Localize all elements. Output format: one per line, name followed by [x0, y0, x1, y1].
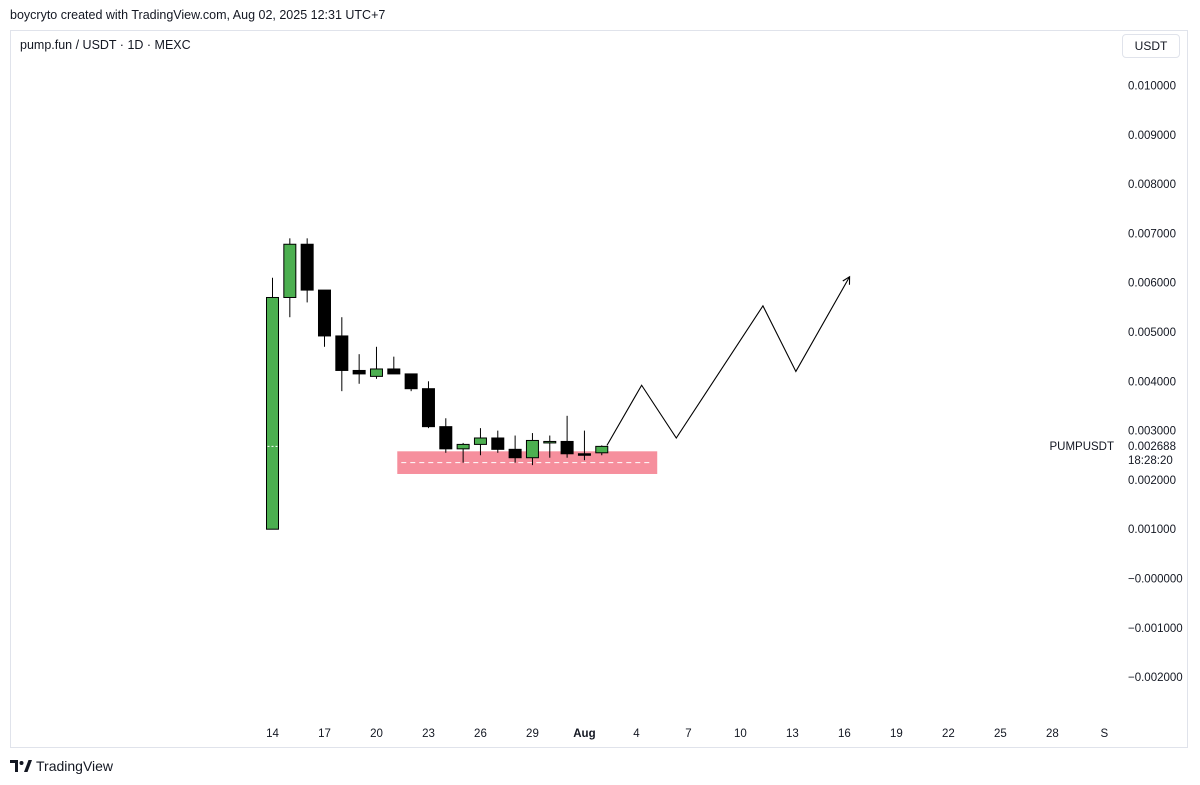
last-price-symbol-label: PUMPUSDT	[1049, 441, 1114, 453]
tradingview-logo-icon	[10, 760, 32, 772]
y-axis-tick-label: 0.003000	[1128, 426, 1176, 438]
symbol-title: pump.fun / USDT · 1D · MEXC	[20, 38, 191, 52]
y-axis-tick-label: 0.001000	[1128, 524, 1176, 536]
y-axis-tick-label: 0.005000	[1128, 327, 1176, 339]
candle-body-14	[491, 437, 505, 450]
x-axis-tick-label: 16	[838, 728, 851, 740]
projection-path	[606, 276, 851, 446]
x-axis-tick-label: S	[1101, 728, 1109, 740]
candle-body-10	[421, 388, 435, 428]
x-axis-tick-label: 7	[685, 728, 691, 740]
tradingview-branding: TradingView	[10, 758, 113, 774]
candle-body-3	[300, 243, 314, 291]
candle-body-7	[369, 368, 383, 377]
support-zone	[397, 451, 658, 474]
x-axis-tick-label: 17	[318, 728, 331, 740]
x-axis-tick-label: 23	[422, 728, 435, 740]
candle-body-16	[525, 439, 539, 459]
x-axis-tick-label: 13	[786, 728, 799, 740]
y-axis-tick-label: 0.008000	[1128, 179, 1176, 191]
candle-body-2	[283, 243, 297, 298]
x-axis-tick-label: Aug	[573, 728, 595, 740]
last-price-value-label: 0.002688	[1128, 441, 1176, 453]
candle-body-20	[595, 445, 609, 454]
y-axis-tick-label: −0.002000	[1128, 672, 1183, 684]
candle-body-8	[387, 368, 401, 375]
candle-body-11	[439, 426, 453, 450]
y-axis-tick-label: 0.010000	[1128, 81, 1176, 93]
x-axis-tick-label: 10	[734, 728, 747, 740]
candle-body-1	[266, 296, 279, 530]
candle-body-18	[560, 440, 574, 455]
currency-selector-button[interactable]: USDT	[1122, 34, 1180, 58]
x-axis-tick-label: 19	[890, 728, 903, 740]
y-axis-tick-label: −0.000000	[1128, 574, 1183, 586]
x-axis-tick-label: 4	[633, 728, 640, 740]
y-axis-tick-label: 0.009000	[1128, 130, 1176, 142]
x-axis-tick-label: 26	[474, 728, 487, 740]
candle-body-12	[456, 443, 470, 450]
candle-body-17	[543, 440, 557, 444]
x-axis-tick-label: 20	[370, 728, 383, 740]
candle-body-6	[352, 369, 366, 375]
x-axis-tick-label: 22	[942, 728, 955, 740]
tradingview-brand-label: TradingView	[36, 758, 114, 774]
y-axis-tick-label: 0.004000	[1128, 376, 1176, 388]
y-axis-tick-label: 0.006000	[1128, 278, 1176, 290]
x-axis-tick-label: 29	[526, 728, 539, 740]
projection-arrowhead	[842, 275, 851, 285]
bar-countdown-label: 18:28:20	[1128, 455, 1173, 467]
candle-body-15	[508, 448, 522, 459]
x-axis-tick-label: 28	[1046, 728, 1059, 740]
x-axis-tick-label: 25	[994, 728, 1007, 740]
candle-body-4	[317, 289, 331, 337]
chart-frame	[10, 30, 1188, 748]
y-axis-tick-label: 0.002000	[1128, 475, 1176, 487]
candle-body-19	[577, 453, 591, 456]
chart-caption: boycryto created with TradingView.com, A…	[10, 8, 386, 22]
x-axis-tick-label: 14	[266, 728, 279, 740]
y-axis-tick-label: −0.001000	[1128, 623, 1183, 635]
candle-body-5	[335, 335, 349, 371]
candle-body-13	[473, 437, 487, 445]
candle-body-9	[404, 373, 418, 390]
y-axis-tick-label: 0.007000	[1128, 228, 1176, 240]
